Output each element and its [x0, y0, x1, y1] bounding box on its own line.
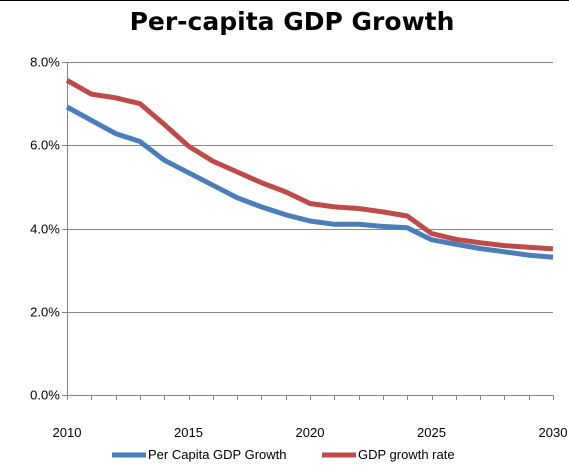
y-tick-label: 6.0% [30, 138, 60, 153]
chart-title: Per-capita GDP Growth [130, 7, 455, 36]
x-tick-label: 2025 [417, 425, 446, 440]
x-tick-label: 2020 [296, 425, 325, 440]
series-line-2 [65, 78, 554, 252]
x-tick-label: 2030 [539, 425, 568, 440]
legend-label-2: GDP growth rate [358, 447, 455, 462]
x-tick-label: 2010 [53, 425, 82, 440]
legend: Per Capita GDP Growth GDP growth rate [112, 447, 455, 462]
y-tick-label: 8.0% [30, 55, 60, 70]
y-tick-label: 2.0% [30, 305, 60, 320]
x-tick-label: 2015 [174, 425, 203, 440]
y-tick-label: 0.0% [30, 388, 60, 403]
y-tick-label: 4.0% [30, 222, 60, 237]
series-line-1 [65, 104, 554, 260]
legend-label-1: Per Capita GDP Growth [148, 447, 286, 462]
plot-area: 0.0% 2.0% 4.0% 6.0% 8.0% 2010 2015 2020 2025 2030 [30, 55, 567, 441]
